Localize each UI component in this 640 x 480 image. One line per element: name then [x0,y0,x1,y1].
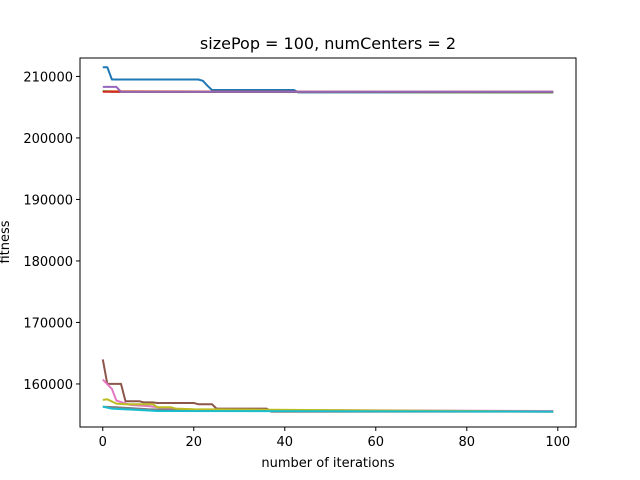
y-tick-label: 190000 [23,193,73,208]
x-axis: 0 20 40 60 80 100 [99,427,570,450]
plot-lines [101,66,554,413]
chart-title: sizePop = 100, numCenters = 2 [200,34,456,53]
x-tick-label: 0 [99,435,107,450]
x-axis-label: number of iterations [261,456,394,471]
y-axis: 160000 170000 180000 190000 200000 210000 [23,70,80,393]
y-axis-label: fitness [0,220,13,263]
series-line-1 [102,66,554,94]
y-tick-label: 200000 [23,132,73,147]
series-line-5 [102,85,554,93]
series-line-7 [102,378,554,412]
series-line-10 [102,405,554,413]
x-tick-label: 40 [276,435,293,450]
series-line-9 [102,398,554,413]
y-tick-label: 170000 [23,316,73,331]
y-tick-label: 160000 [23,378,73,393]
x-tick-label: 20 [185,435,202,450]
plot-frame [79,57,577,428]
x-tick-label: 100 [545,435,570,450]
y-tick-label: 180000 [23,255,73,270]
series-line-6 [101,359,554,413]
x-tick-label: 60 [368,435,385,450]
y-tick-label: 210000 [23,70,73,85]
x-tick-label: 80 [459,435,476,450]
